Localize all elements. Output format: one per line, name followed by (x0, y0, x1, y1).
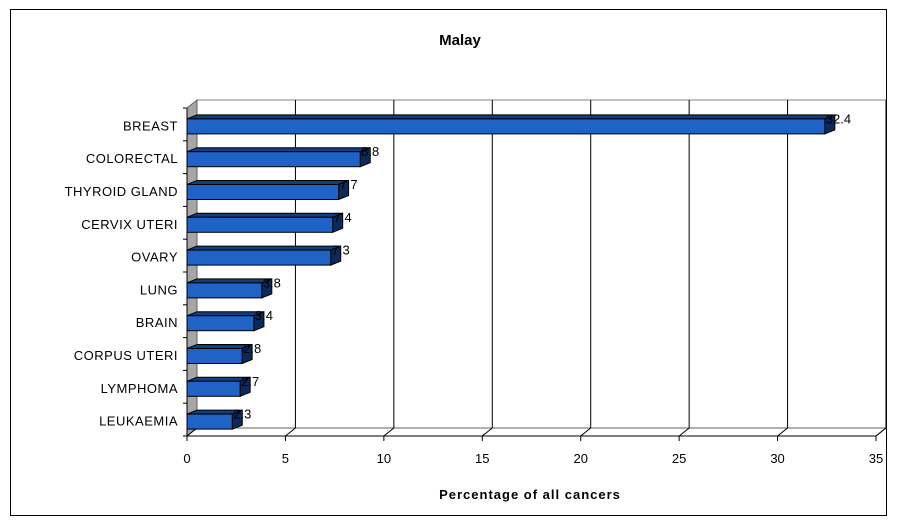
floor-gridline (481, 427, 493, 437)
x-tick-label: 25 (672, 451, 686, 466)
category-label: LUNG (140, 282, 178, 297)
data-label: 32.4 (826, 111, 851, 126)
floor-gridline (580, 427, 592, 437)
bar (186, 151, 361, 168)
data-label: 2.7 (241, 374, 259, 389)
category-label: LYMPHOMA (101, 381, 178, 396)
bar-top-face (186, 278, 272, 284)
bar (186, 315, 255, 332)
bar (186, 348, 243, 364)
bar (186, 249, 332, 266)
category-label: BREAST (123, 118, 178, 133)
category-label: OVARY (131, 250, 178, 265)
bar (186, 216, 334, 233)
bar (186, 184, 340, 200)
floor-gridline (285, 427, 296, 437)
bar (186, 413, 233, 430)
bar-top-face (186, 311, 265, 317)
category-label: LEUKAEMIA (99, 414, 178, 429)
x-tick-label: 0 (183, 451, 190, 466)
data-label: 2.3 (233, 407, 251, 422)
bar (186, 380, 241, 397)
bar-top-face (186, 147, 371, 153)
category-label: BRAIN (136, 315, 178, 330)
data-label: 8.8 (361, 144, 379, 159)
floor-gridline (383, 427, 395, 437)
data-label: 3.8 (263, 275, 281, 290)
x-tick-label: 20 (573, 451, 587, 466)
category-label: COLORECTAL (86, 151, 178, 166)
category-label: CORPUS UTERI (74, 348, 178, 363)
chart-title: Malay (439, 32, 481, 49)
x-axis-label: Percentage of all cancers (439, 487, 621, 502)
bar-top-face (186, 212, 343, 218)
data-label: 7.7 (340, 177, 358, 192)
bar-top-face (186, 245, 341, 251)
category-label: THYROID GLAND (65, 184, 178, 199)
bar-top-face (186, 180, 349, 185)
bar (186, 118, 826, 135)
plot-floor (185, 427, 888, 437)
bar (186, 282, 263, 299)
plot-area: 0 5 10 15 20 25 30 35 32.4 BREAST 8.8 COLORECTAL 7.7… (65, 98, 888, 466)
data-label: 7.4 (334, 210, 352, 225)
floor-gridline (678, 427, 690, 437)
x-tick-label: 5 (282, 451, 289, 466)
category-label: CERVIX UTERI (81, 217, 178, 232)
bar-top-face (186, 114, 836, 120)
data-label: 7.3 (332, 243, 350, 258)
data-label: 3.4 (255, 308, 273, 323)
floor-gridline (777, 427, 788, 437)
x-tick-label: 35 (869, 451, 883, 466)
x-tick-label: 15 (475, 451, 489, 466)
x-tick-label: 10 (377, 451, 391, 466)
x-tick-label: 30 (770, 451, 784, 466)
floor-gridline (875, 427, 887, 437)
data-label: 2.8 (243, 341, 261, 356)
